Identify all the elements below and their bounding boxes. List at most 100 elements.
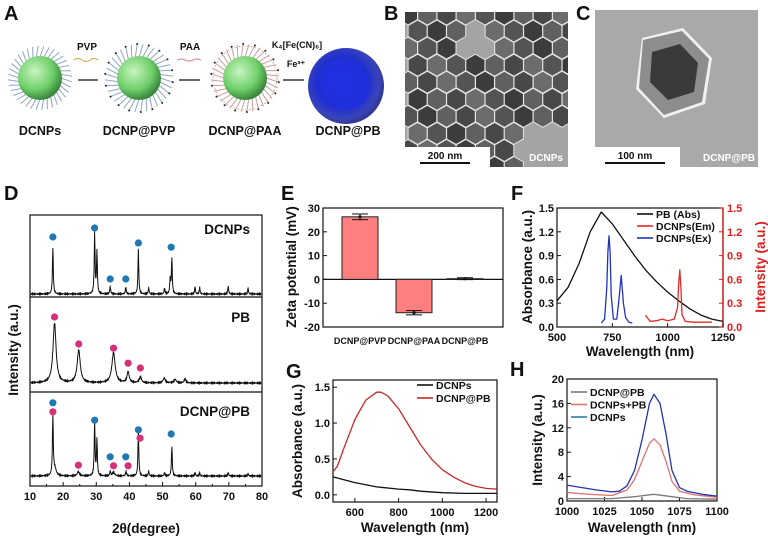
ligand-strand (13, 91, 25, 96)
ligand-strand (17, 54, 25, 65)
pb-phase-marker (49, 408, 57, 416)
nanoparticle-hexagon (437, 174, 456, 196)
y-tick-label: 1.5 (539, 203, 554, 215)
ligand-strand (159, 73, 174, 77)
polymer-end-dot (277, 69, 280, 72)
panel-label-e: E (281, 183, 294, 205)
ligand-strand (55, 60, 67, 65)
y-tick-label: 16 (552, 398, 564, 410)
x-tick-label: 70 (223, 491, 235, 503)
panel-label-f: F (511, 183, 523, 205)
polymer-end-dot (114, 52, 117, 55)
data-point (358, 215, 362, 219)
ligand-strand (16, 93, 27, 101)
ligand-strand (265, 77, 279, 83)
y-tick-label: 20 (552, 374, 564, 386)
dcnp-phase-marker (122, 275, 130, 283)
ligand-strand (265, 73, 280, 77)
series-line-dcnps-pb (566, 438, 718, 498)
x-tick-label: 10 (24, 491, 36, 503)
scale-bar-label: 200 nm (428, 151, 463, 162)
series-line-dcnps (332, 476, 497, 495)
legend-label: DCNPs(Ex) (656, 233, 711, 245)
ligand-strand (10, 88, 22, 92)
ligand-strand (210, 79, 225, 83)
step-label-dcnps: DCNPs (19, 124, 61, 138)
emission-plot: 1000 1025 1050 1075 1100048121620DCNP@PBDCNP… (552, 374, 729, 518)
ligand-strand (258, 93, 265, 107)
nanoparticle-hexagon (446, 19, 467, 43)
ligand-strand (214, 62, 226, 72)
series-line-dcnp-pb (567, 493, 718, 500)
ligand-strand (50, 52, 60, 61)
polymer-end-dot (253, 44, 256, 47)
panel-g: G 600 800 1000 1200 0.0 0.5 1.0 1.5 DCNPsDCNP@PB… (286, 361, 498, 535)
subplot-label: PB (231, 310, 250, 325)
polymer-coating (104, 43, 174, 113)
reagent-ferrocyanide: K₄[Fe(CN)₆] (272, 40, 322, 50)
ligand-strand (264, 84, 276, 94)
step-label-dcnp-paa: DCNP@PAA (208, 124, 281, 138)
dcnp-phase-marker (49, 233, 57, 241)
legend-label: DCNP@PB (436, 393, 491, 405)
right-y-tick-label: 0.6 (727, 274, 742, 286)
category-label: DCNP@PAA (388, 336, 441, 346)
ligand-strand (123, 97, 133, 109)
hexagon-array (399, 12, 591, 196)
ligand-strand (14, 58, 23, 68)
dcnp-phase-marker (167, 430, 175, 438)
dcnp-core (650, 44, 698, 100)
y-tick-label: 1.5 (315, 382, 330, 394)
y-axis-label: Absorbance (a.u.) (520, 210, 535, 324)
y-tick-label: 20 (308, 227, 320, 239)
nanoparticle-hexagon (552, 70, 568, 94)
polymer-end-dot (220, 52, 223, 55)
reagent-iron: Fe³⁺ (287, 59, 306, 69)
ligand-strand (158, 84, 170, 94)
polymer-end-dot (128, 109, 131, 112)
right-y-tick-label: 0.0 (727, 322, 742, 334)
polymer-end-dot (107, 61, 110, 64)
pb-phase-marker (109, 462, 118, 470)
zeta-bar-chart: -20 -10 0 10 20 30 DCNP@PVP DCNP@PAA DCNP@PB (304, 203, 503, 346)
panel-e: E -20 -10 0 10 20 30 DCNP@PVP DCNP@PAA DCNP@PB Z… (281, 183, 504, 346)
ligand-strand (118, 95, 129, 106)
ligand-strand (60, 77, 72, 83)
ligand-strand (59, 84, 69, 93)
y-tick-label: 12 (552, 423, 564, 435)
ligand-strand (58, 64, 70, 68)
polymer-end-dot (234, 109, 237, 112)
polymer-end-dot (215, 95, 218, 98)
pb-phase-marker (50, 313, 59, 321)
polymer-end-dot (147, 44, 150, 47)
plot-frame (322, 207, 504, 328)
ligand-strand (113, 93, 126, 102)
polymer-end-dot (274, 92, 277, 95)
plot-frame (29, 214, 263, 487)
x-tick-label: 1200 (474, 507, 498, 519)
x-tick-label: 1000 (430, 507, 454, 519)
polymer-end-dot (264, 49, 267, 52)
right-y-tick-label: 0.3 (727, 298, 742, 310)
nanoparticle-hexagon (399, 174, 418, 196)
x-axis-label: 2θ(degree) (112, 521, 180, 536)
nanoparticle-hexagon (436, 36, 457, 60)
right-y-tick-label: 0.9 (727, 251, 742, 263)
dcnp-phase-marker (122, 453, 130, 461)
nanoparticle-hexagon (503, 155, 524, 167)
scale-bar-label: 100 nm (618, 151, 653, 162)
ligand-strand (104, 79, 119, 83)
ligand-strand (152, 54, 165, 63)
y-tick-label: 10 (308, 251, 320, 263)
nanoparticle-hexagon (572, 71, 591, 93)
ligand-strand (138, 44, 144, 58)
step-label-dcnp-pb: DCNP@PB (316, 124, 381, 138)
x-tick-label: 600 (346, 507, 364, 519)
nanoparticle-hexagon (494, 12, 515, 26)
nanoparticle-hexagon (532, 12, 553, 26)
polymer-end-dot (242, 43, 245, 46)
y-tick-label: 0.6 (539, 274, 554, 286)
nanoparticle-hexagon (436, 12, 457, 26)
ligand-strand (159, 81, 172, 89)
ligand-strand (255, 50, 266, 61)
